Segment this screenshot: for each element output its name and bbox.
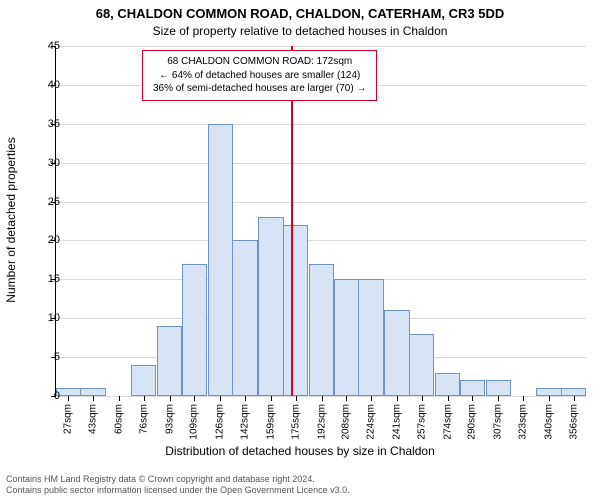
x-tick-mark <box>523 396 524 401</box>
x-tick-label: 274sqm <box>442 404 453 440</box>
x-tick-label: 356sqm <box>568 404 579 440</box>
y-tick-label: 35 <box>30 118 60 130</box>
x-tick-mark <box>245 396 246 401</box>
gridline <box>56 202 586 203</box>
x-tick-label: 323sqm <box>518 404 529 440</box>
x-tick-mark <box>498 396 499 401</box>
x-tick-label: 142sqm <box>239 404 250 440</box>
histogram-bar <box>131 365 156 396</box>
x-tick-label: 159sqm <box>266 404 277 440</box>
gridline <box>56 124 586 125</box>
x-tick-mark <box>422 396 423 401</box>
histogram-bar <box>182 264 207 396</box>
gridline <box>56 163 586 164</box>
x-tick-label: 192sqm <box>316 404 327 440</box>
x-tick-mark <box>194 396 195 401</box>
x-axis-label: Distribution of detached houses by size … <box>0 444 600 458</box>
x-tick-mark <box>549 396 550 401</box>
y-axis-label: Number of detached properties <box>4 137 18 302</box>
y-tick-label: 10 <box>30 312 60 324</box>
x-tick-label: 126sqm <box>215 404 226 440</box>
chart-container: 68, CHALDON COMMON ROAD, CHALDON, CATERH… <box>0 0 600 500</box>
x-tick-mark <box>271 396 272 401</box>
x-tick-mark <box>93 396 94 401</box>
histogram-bar <box>435 373 460 396</box>
histogram-bar <box>460 380 485 396</box>
histogram-bar <box>80 388 105 396</box>
infobox-line2: ← 64% of detached houses are smaller (12… <box>153 69 366 83</box>
y-tick-label: 0 <box>30 390 60 402</box>
x-tick-label: 60sqm <box>113 404 124 434</box>
histogram-bar <box>157 326 182 396</box>
x-tick-label: 340sqm <box>544 404 555 440</box>
chart-title-sub: Size of property relative to detached ho… <box>0 24 600 38</box>
x-tick-mark <box>220 396 221 401</box>
x-tick-label: 307sqm <box>493 404 504 440</box>
x-tick-label: 257sqm <box>416 404 427 440</box>
x-tick-mark <box>322 396 323 401</box>
x-tick-label: 208sqm <box>341 404 352 440</box>
x-tick-label: 27sqm <box>63 404 74 434</box>
x-tick-mark <box>296 396 297 401</box>
y-tick-label: 15 <box>30 273 60 285</box>
footer-line1: Contains HM Land Registry data © Crown c… <box>6 474 350 485</box>
x-tick-label: 76sqm <box>138 404 149 434</box>
y-tick-label: 5 <box>30 351 60 363</box>
histogram-bar <box>258 217 283 396</box>
x-tick-mark <box>472 396 473 401</box>
gridline <box>56 240 586 241</box>
footer-line2: Contains public sector information licen… <box>6 485 350 496</box>
x-tick-mark <box>346 396 347 401</box>
histogram-bar <box>536 388 561 396</box>
x-tick-label: 290sqm <box>467 404 478 440</box>
chart-title-main: 68, CHALDON COMMON ROAD, CHALDON, CATERH… <box>0 6 600 21</box>
histogram-bar <box>309 264 334 396</box>
y-tick-label: 40 <box>30 79 60 91</box>
x-tick-mark <box>448 396 449 401</box>
infobox-line1: 68 CHALDON COMMON ROAD: 172sqm <box>153 55 366 69</box>
x-tick-label: 43sqm <box>87 404 98 434</box>
x-tick-mark <box>574 396 575 401</box>
x-tick-label: 241sqm <box>392 404 403 440</box>
marker-infobox: 68 CHALDON COMMON ROAD: 172sqm ← 64% of … <box>142 50 377 101</box>
histogram-bar <box>384 310 409 396</box>
x-tick-label: 224sqm <box>365 404 376 440</box>
y-tick-label: 20 <box>30 234 60 246</box>
histogram-bar <box>208 124 233 396</box>
x-tick-mark <box>68 396 69 401</box>
x-tick-mark <box>144 396 145 401</box>
histogram-bar <box>334 279 359 396</box>
histogram-bar <box>358 279 383 396</box>
gridline <box>56 46 586 47</box>
x-tick-mark <box>371 396 372 401</box>
x-tick-label: 93sqm <box>164 404 175 434</box>
histogram-bar <box>409 334 434 396</box>
x-tick-mark <box>170 396 171 401</box>
histogram-bar <box>561 388 586 396</box>
infobox-line3: 36% of semi-detached houses are larger (… <box>153 82 366 96</box>
x-tick-label: 109sqm <box>189 404 200 440</box>
y-tick-label: 30 <box>30 157 60 169</box>
histogram-bar <box>283 225 308 396</box>
x-tick-mark <box>397 396 398 401</box>
x-tick-label: 175sqm <box>290 404 301 440</box>
attribution-footer: Contains HM Land Registry data © Crown c… <box>6 474 350 497</box>
histogram-bar <box>486 380 511 396</box>
y-tick-label: 25 <box>30 196 60 208</box>
histogram-bar <box>232 240 257 396</box>
y-tick-label: 45 <box>30 40 60 52</box>
x-tick-mark <box>119 396 120 401</box>
